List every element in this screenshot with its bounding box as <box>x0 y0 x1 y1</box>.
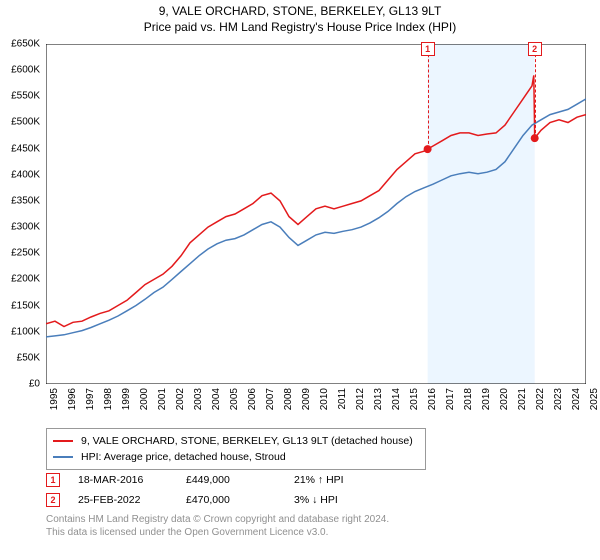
footer-line-1: Contains HM Land Registry data © Crown c… <box>46 514 576 527</box>
x-axis-label: 2003 <box>193 388 204 410</box>
title-block: 9, VALE ORCHARD, STONE, BERKELEY, GL13 9… <box>0 0 600 34</box>
y-axis-label: £550K <box>11 91 40 102</box>
y-axis-label: £100K <box>11 326 40 337</box>
chart-svg <box>46 44 586 384</box>
data-date-1: 18-MAR-2016 <box>78 474 168 486</box>
x-axis-label: 2021 <box>517 388 528 410</box>
data-row-2: 2 25-FEB-2022 £470,000 3% ↓ HPI <box>46 490 576 510</box>
legend-row: 9, VALE ORCHARD, STONE, BERKELEY, GL13 9… <box>53 433 419 449</box>
data-date-2: 25-FEB-2022 <box>78 494 168 506</box>
x-axis-label: 2023 <box>553 388 564 410</box>
y-axis-label: £250K <box>11 248 40 259</box>
legend-box: 9, VALE ORCHARD, STONE, BERKELEY, GL13 9… <box>46 428 426 470</box>
y-axis-label: £200K <box>11 274 40 285</box>
x-axis-label: 2001 <box>157 388 168 410</box>
callout-marker: 2 <box>528 42 542 56</box>
footer-line-2: This data is licensed under the Open Gov… <box>46 527 576 540</box>
x-axis-label: 2010 <box>319 388 330 410</box>
x-axis-label: 1995 <box>49 388 60 410</box>
y-axis-label: £650K <box>11 39 40 50</box>
chart-area: £0£50K£100K£150K£200K£250K£300K£350K£400… <box>46 44 586 384</box>
x-axis-label: 2015 <box>409 388 420 410</box>
x-axis-label: 2012 <box>355 388 366 410</box>
x-axis-label: 2013 <box>373 388 384 410</box>
y-axis-label: £400K <box>11 169 40 180</box>
y-axis-label: £0 <box>29 379 40 390</box>
title-subtitle: Price paid vs. HM Land Registry's House … <box>0 20 600 34</box>
title-address: 9, VALE ORCHARD, STONE, BERKELEY, GL13 9… <box>0 4 600 18</box>
callout-marker: 1 <box>421 42 435 56</box>
legend-swatch-2 <box>53 456 73 458</box>
x-axis-label: 2016 <box>427 388 438 410</box>
x-axis-label: 1998 <box>103 388 114 410</box>
data-price-1: £449,000 <box>186 474 276 486</box>
x-axis-label: 2017 <box>445 388 456 410</box>
chart-container: 9, VALE ORCHARD, STONE, BERKELEY, GL13 9… <box>0 0 600 560</box>
y-axis-label: £600K <box>11 65 40 76</box>
x-axis-label: 1997 <box>85 388 96 410</box>
x-axis-label: 1996 <box>67 388 78 410</box>
x-axis-label: 2014 <box>391 388 402 410</box>
x-axis-label: 2018 <box>463 388 474 410</box>
data-price-2: £470,000 <box>186 494 276 506</box>
x-axis-label: 2019 <box>481 388 492 410</box>
footer: Contains HM Land Registry data © Crown c… <box>46 514 576 539</box>
data-rows: 1 18-MAR-2016 £449,000 21% ↑ HPI 2 25-FE… <box>46 470 576 510</box>
x-axis-label: 2022 <box>535 388 546 410</box>
data-row-1: 1 18-MAR-2016 £449,000 21% ↑ HPI <box>46 470 576 490</box>
x-axis-label: 2009 <box>301 388 312 410</box>
legend-label-1: 9, VALE ORCHARD, STONE, BERKELEY, GL13 9… <box>81 435 413 447</box>
x-axis-label: 2005 <box>229 388 240 410</box>
legend-row: HPI: Average price, detached house, Stro… <box>53 449 419 465</box>
x-axis-label: 2011 <box>337 388 348 410</box>
y-axis-label: £500K <box>11 117 40 128</box>
x-axis-label: 2024 <box>571 388 582 410</box>
y-axis-label: £300K <box>11 222 40 233</box>
x-axis-label: 1999 <box>121 388 132 410</box>
x-axis-label: 2004 <box>211 388 222 410</box>
callout-line <box>535 44 536 138</box>
y-axis-label: £150K <box>11 300 40 311</box>
x-axis-label: 2002 <box>175 388 186 410</box>
marker-square-1: 1 <box>46 473 60 487</box>
data-pct-1: 21% ↑ HPI <box>294 474 384 486</box>
y-axis-label: £450K <box>11 143 40 154</box>
legend-label-2: HPI: Average price, detached house, Stro… <box>81 451 286 463</box>
x-axis-label: 2025 <box>589 388 600 410</box>
x-axis-label: 2007 <box>265 388 276 410</box>
y-axis-label: £50K <box>17 352 40 363</box>
callout-line <box>428 44 429 149</box>
x-axis-label: 2020 <box>499 388 510 410</box>
x-axis-label: 2000 <box>139 388 150 410</box>
x-axis-label: 2006 <box>247 388 258 410</box>
legend-swatch-1 <box>53 440 73 442</box>
x-axis-label: 2008 <box>283 388 294 410</box>
data-pct-2: 3% ↓ HPI <box>294 494 384 506</box>
marker-square-2: 2 <box>46 493 60 507</box>
y-axis-label: £350K <box>11 195 40 206</box>
